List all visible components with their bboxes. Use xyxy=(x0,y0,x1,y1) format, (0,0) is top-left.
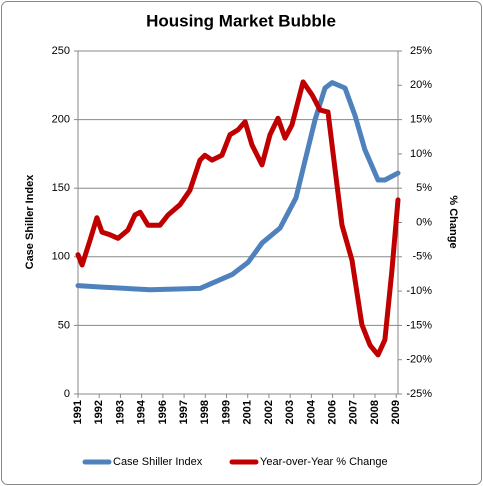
y2-tick-label: 25% xyxy=(410,45,432,57)
y-tick-label: 0 xyxy=(64,388,70,400)
y-tick-label: 50 xyxy=(58,319,70,331)
y2-tick-label: -15% xyxy=(406,319,432,331)
x-tick-label: 2006 xyxy=(326,400,338,424)
x-tick-label: 2009 xyxy=(390,400,402,424)
y2-tick-label: -25% xyxy=(406,388,432,400)
y2-tick-label: 10% xyxy=(410,148,432,160)
y-tick-label: 200 xyxy=(52,114,70,126)
chart-title: Housing Market Bubble xyxy=(146,11,336,30)
x-tick-label: 1996 xyxy=(157,400,169,424)
legend-label: Case Shiller Index xyxy=(113,456,203,468)
x-tick-label: 1999 xyxy=(220,400,232,424)
y2-tick-label: 15% xyxy=(410,114,432,126)
y-tick-label: 150 xyxy=(52,182,70,194)
y2-axis-title: % Change xyxy=(447,195,459,248)
x-tick-label: 2003 xyxy=(284,400,296,424)
y2-tick-label: 5% xyxy=(416,182,432,194)
x-tick-label: 1997 xyxy=(178,400,190,424)
x-tick-label: 2004 xyxy=(305,399,317,424)
x-tick-label: 2008 xyxy=(369,400,381,424)
y2-tick-label: -5% xyxy=(412,251,432,263)
x-tick-label: 2007 xyxy=(348,400,360,424)
y-tick-label: 100 xyxy=(52,251,70,263)
series-line xyxy=(75,80,401,293)
legend-label: Year-over-Year % Change xyxy=(260,456,388,468)
x-tick-label: 1993 xyxy=(114,400,126,424)
x-tick-label: 1998 xyxy=(199,400,211,424)
y-axis-title: Case Shiller Index xyxy=(24,174,36,270)
x-tick-label: 2001 xyxy=(242,400,254,424)
y2-tick-label: 0% xyxy=(416,216,432,228)
x-tick-label: 1992 xyxy=(93,400,105,424)
y2-tick-label: 20% xyxy=(410,79,432,91)
y2-tick-label: -20% xyxy=(406,354,432,366)
x-tick-label: 2002 xyxy=(263,400,275,424)
x-tick-label: 1994 xyxy=(136,399,148,424)
y2-tick-label: -10% xyxy=(406,285,432,297)
series-line xyxy=(75,79,401,358)
x-tick-label: 1991 xyxy=(72,400,84,424)
y-tick-label: 250 xyxy=(52,45,70,57)
